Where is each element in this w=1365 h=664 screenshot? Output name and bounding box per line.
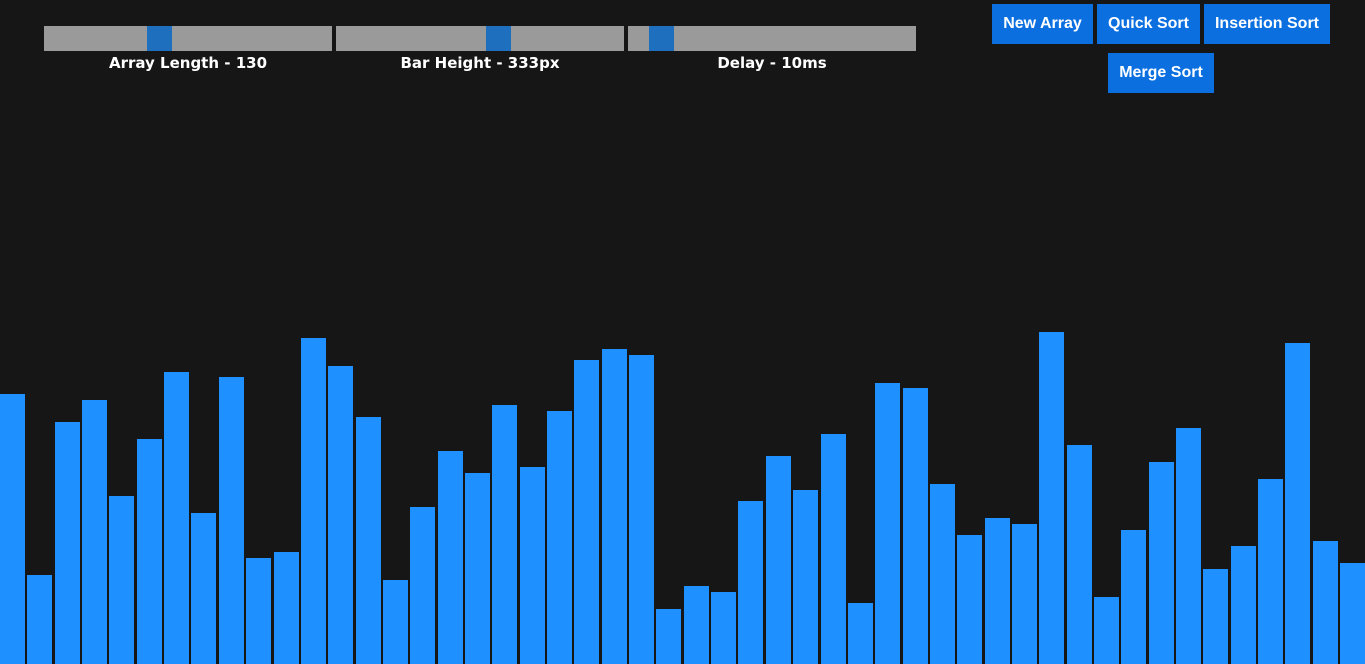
array-bar — [985, 518, 1010, 664]
array-bar — [848, 603, 873, 664]
array-bar — [821, 434, 846, 664]
array-bar — [82, 400, 107, 664]
array-bar — [738, 501, 763, 664]
array-bar — [793, 490, 818, 664]
array-bar — [383, 580, 408, 664]
array-bar — [957, 535, 982, 664]
array-bar — [1012, 524, 1037, 664]
array-bar — [1203, 569, 1228, 664]
delay-slider-thumb[interactable] — [649, 26, 674, 51]
bar-height-slider-group: Bar Height - 333px — [336, 26, 624, 72]
array-bar — [574, 360, 599, 664]
delay-label: Delay - 10ms — [717, 54, 827, 72]
new-array-button[interactable]: New Array — [992, 4, 1093, 44]
array-bar — [1067, 445, 1092, 664]
array-bar — [684, 586, 709, 664]
array-bar — [246, 558, 271, 664]
array-length-slider-thumb[interactable] — [147, 26, 172, 51]
array-length-slider-group: Array Length - 130 — [44, 26, 332, 72]
bar-height-slider-thumb[interactable] — [486, 26, 511, 51]
array-bar — [191, 513, 216, 664]
merge-sort-button[interactable]: Merge Sort — [1108, 53, 1214, 93]
array-bar — [1039, 332, 1064, 664]
array-bar — [328, 366, 353, 664]
array-bar — [438, 451, 463, 664]
array-bar — [356, 417, 381, 664]
delay-slider-group: Delay - 10ms — [628, 26, 916, 72]
insertion-sort-button[interactable]: Insertion Sort — [1204, 4, 1330, 44]
array-bar — [711, 592, 736, 664]
array-bar — [629, 355, 654, 664]
array-bar — [301, 338, 326, 664]
array-bar — [1149, 462, 1174, 664]
array-bar — [1094, 597, 1119, 664]
quick-sort-button[interactable]: Quick Sort — [1097, 4, 1200, 44]
array-bar — [547, 411, 572, 664]
array-length-slider[interactable] — [44, 26, 332, 51]
array-bar — [656, 609, 681, 664]
array-bar — [766, 456, 791, 664]
array-bar — [1285, 343, 1310, 664]
array-bar — [1176, 428, 1201, 664]
delay-slider[interactable] — [628, 26, 916, 51]
array-bar — [1231, 546, 1256, 664]
array-bar — [109, 496, 134, 664]
array-bar — [1258, 479, 1283, 664]
array-bar — [55, 422, 80, 664]
bar-height-label: Bar Height - 333px — [400, 54, 560, 72]
array-bar — [1313, 541, 1338, 664]
array-bar — [1121, 530, 1146, 664]
array-bar — [27, 575, 52, 664]
array-bar — [465, 473, 490, 664]
bar-height-slider[interactable] — [336, 26, 624, 51]
array-bar — [219, 377, 244, 664]
array-bar — [1340, 563, 1365, 664]
array-bar — [520, 467, 545, 664]
array-bar — [492, 405, 517, 664]
array-bar — [137, 439, 162, 664]
array-bar — [274, 552, 299, 664]
array-bar — [410, 507, 435, 664]
array-bar — [903, 388, 928, 664]
array-bar — [602, 349, 627, 664]
array-bar — [164, 372, 189, 664]
array-length-label: Array Length - 130 — [108, 54, 268, 72]
array-bar — [930, 484, 955, 664]
array-bar — [875, 383, 900, 664]
array-bar — [0, 394, 25, 664]
